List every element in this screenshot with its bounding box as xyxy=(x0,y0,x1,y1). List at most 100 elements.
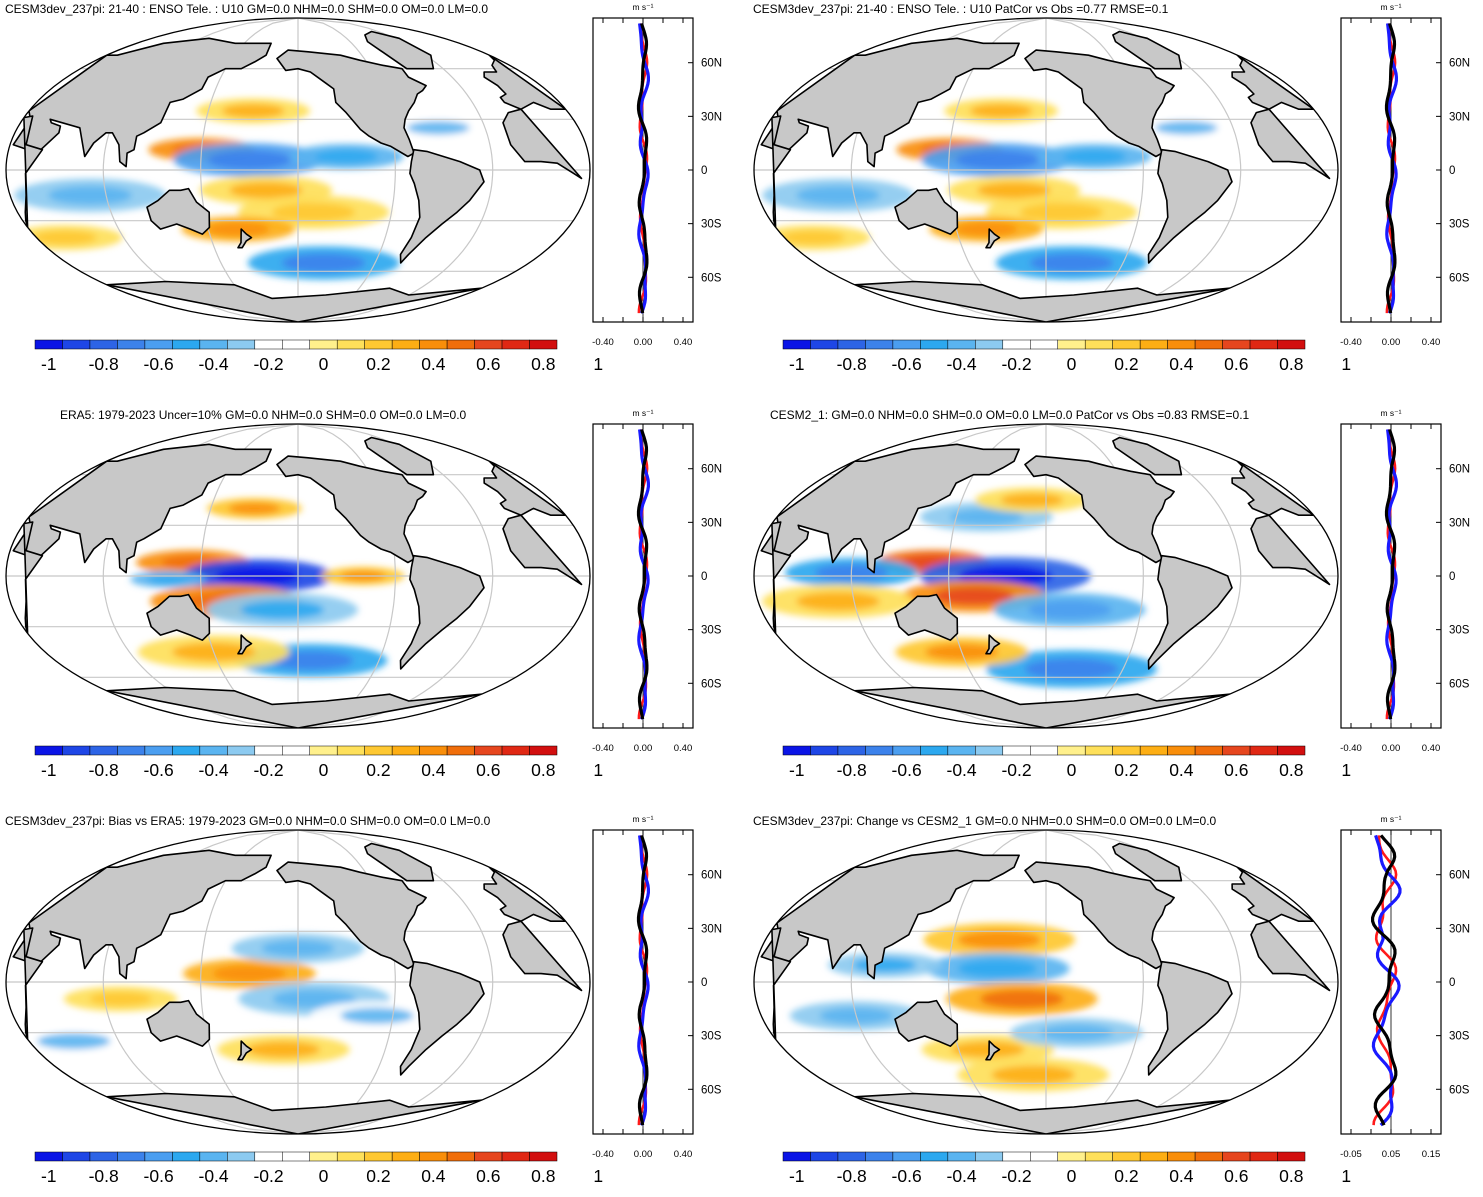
map-field xyxy=(754,830,1338,1134)
colorbar-label: -0.4 xyxy=(199,760,229,780)
colorbar-swatch xyxy=(1002,745,1031,756)
map-outline xyxy=(5,829,591,1135)
anomaly-core xyxy=(1000,493,1064,507)
map-outline xyxy=(753,17,1339,323)
land-mass xyxy=(1231,54,1315,110)
land-mass xyxy=(985,1040,1001,1061)
anomaly-core xyxy=(954,222,1018,237)
anomaly-core xyxy=(221,103,285,118)
colorbar-swatch xyxy=(1030,1151,1058,1162)
land-mass xyxy=(985,634,1001,655)
colorbar-swatch xyxy=(419,339,448,350)
colorbar-label: 0.2 xyxy=(1114,760,1138,780)
colorbar-swatch xyxy=(1277,1151,1306,1162)
land-mass xyxy=(483,460,567,516)
anomaly-core xyxy=(37,1033,111,1050)
colorbar-swatch xyxy=(920,339,949,350)
colorbar-swatch xyxy=(892,339,921,350)
land-mass xyxy=(1112,842,1183,882)
colorbar-label: -0.2 xyxy=(253,1166,283,1186)
map-field xyxy=(6,18,590,322)
profile-lat-label: 30S xyxy=(701,1031,722,1043)
colorbar-swatch xyxy=(529,745,558,756)
land-mass xyxy=(146,187,211,235)
colorbar-swatch xyxy=(474,1151,503,1162)
map-field xyxy=(6,830,590,1134)
profile-tick-label: -0.40 xyxy=(592,337,614,348)
meridian xyxy=(1045,424,1242,728)
colorbar-swatch xyxy=(309,1151,338,1162)
land-mass xyxy=(1112,436,1183,476)
colorbar-swatch xyxy=(947,339,976,350)
anomaly-core xyxy=(991,1065,1075,1085)
colorbar-swatch xyxy=(1112,745,1141,756)
land-mass xyxy=(1231,866,1315,922)
colorbar-swatch xyxy=(117,339,146,350)
colorbar-label: -0.4 xyxy=(947,354,977,374)
colorbar-label: 0.6 xyxy=(476,1166,500,1186)
colorbar-swatch xyxy=(199,339,228,350)
land-layer xyxy=(12,842,583,1134)
anomaly-core xyxy=(1154,120,1218,135)
colorbar-label: 1 xyxy=(1341,1166,1351,1186)
colorbar-swatch xyxy=(199,1151,228,1162)
land-mass xyxy=(105,280,483,322)
colorbar-swatch xyxy=(199,745,228,756)
colorbar-label: -0.2 xyxy=(253,354,283,374)
anomaly-core xyxy=(957,930,1042,950)
colorbar-label: 0.2 xyxy=(366,760,390,780)
land-mass xyxy=(1147,148,1233,264)
meridian xyxy=(297,830,494,1134)
land-mass xyxy=(771,927,792,1041)
colorbar-swatch xyxy=(117,1151,146,1162)
land-mass xyxy=(502,514,583,586)
colorbar-label: -0.4 xyxy=(199,354,229,374)
anomaly-core xyxy=(957,959,1038,978)
profile-lat-label: 30N xyxy=(1449,517,1470,529)
profile-lat-label: 30S xyxy=(701,219,722,231)
colorbar-swatch xyxy=(34,745,63,756)
colorbar-label: 0.6 xyxy=(476,760,500,780)
colorbar-label: -0.4 xyxy=(947,1166,977,1186)
colorbar-label: 0 xyxy=(1067,760,1077,780)
profile-lat-label: 30N xyxy=(1449,111,1470,123)
colorbar-swatch xyxy=(1249,339,1278,350)
anomaly-core xyxy=(951,1041,1025,1058)
colorbar-swatch xyxy=(336,745,365,756)
land-mass xyxy=(1024,455,1175,564)
colorbar-swatch xyxy=(419,745,448,756)
profile-units: m s⁻¹ xyxy=(632,408,653,418)
colorbar: -1 -0.8 -0.6 -0.4 -0.2 0 0.2 0.4 0.6 0.8 1 xyxy=(782,339,1351,374)
anomaly-core xyxy=(933,587,1014,606)
profile-lat-label: 60S xyxy=(701,1084,722,1096)
profile-tick-label: -0.40 xyxy=(592,743,614,754)
colorbar-swatch xyxy=(419,1151,448,1162)
colorbar-swatch xyxy=(1057,745,1086,756)
profile-lat-label: 30N xyxy=(701,923,722,935)
land-mass xyxy=(1147,554,1233,670)
anomaly-core xyxy=(796,592,880,611)
colorbar-label: -0.8 xyxy=(837,760,867,780)
colorbar-swatch xyxy=(254,1151,283,1162)
land-mass xyxy=(894,593,959,641)
anomaly-core xyxy=(89,991,153,1006)
anomaly-core xyxy=(340,1007,414,1024)
colorbar-swatch xyxy=(892,1151,921,1162)
colorbar-swatch xyxy=(837,1151,866,1162)
colorbar-swatch xyxy=(336,339,365,350)
profile-line-black xyxy=(636,428,649,720)
land-mass xyxy=(364,30,435,70)
colorbar-swatch xyxy=(975,1151,1004,1162)
land-mass xyxy=(276,455,427,564)
profile-lat-label: 30N xyxy=(1449,923,1470,935)
colorbar-swatch xyxy=(89,745,118,756)
anomaly-core xyxy=(207,150,292,170)
panel-model-patcor: -0.40 0.00 0.40 m s⁻¹ 60N 30N 0 30S 60S -1 -0.8 -0.… xyxy=(748,0,1483,385)
land-mass xyxy=(1250,920,1331,992)
colorbar-swatch xyxy=(1084,745,1113,756)
anomaly-core xyxy=(796,186,880,205)
profile-lat-label: 60N xyxy=(1449,464,1470,476)
colorbar-label: -0.4 xyxy=(199,1166,229,1186)
